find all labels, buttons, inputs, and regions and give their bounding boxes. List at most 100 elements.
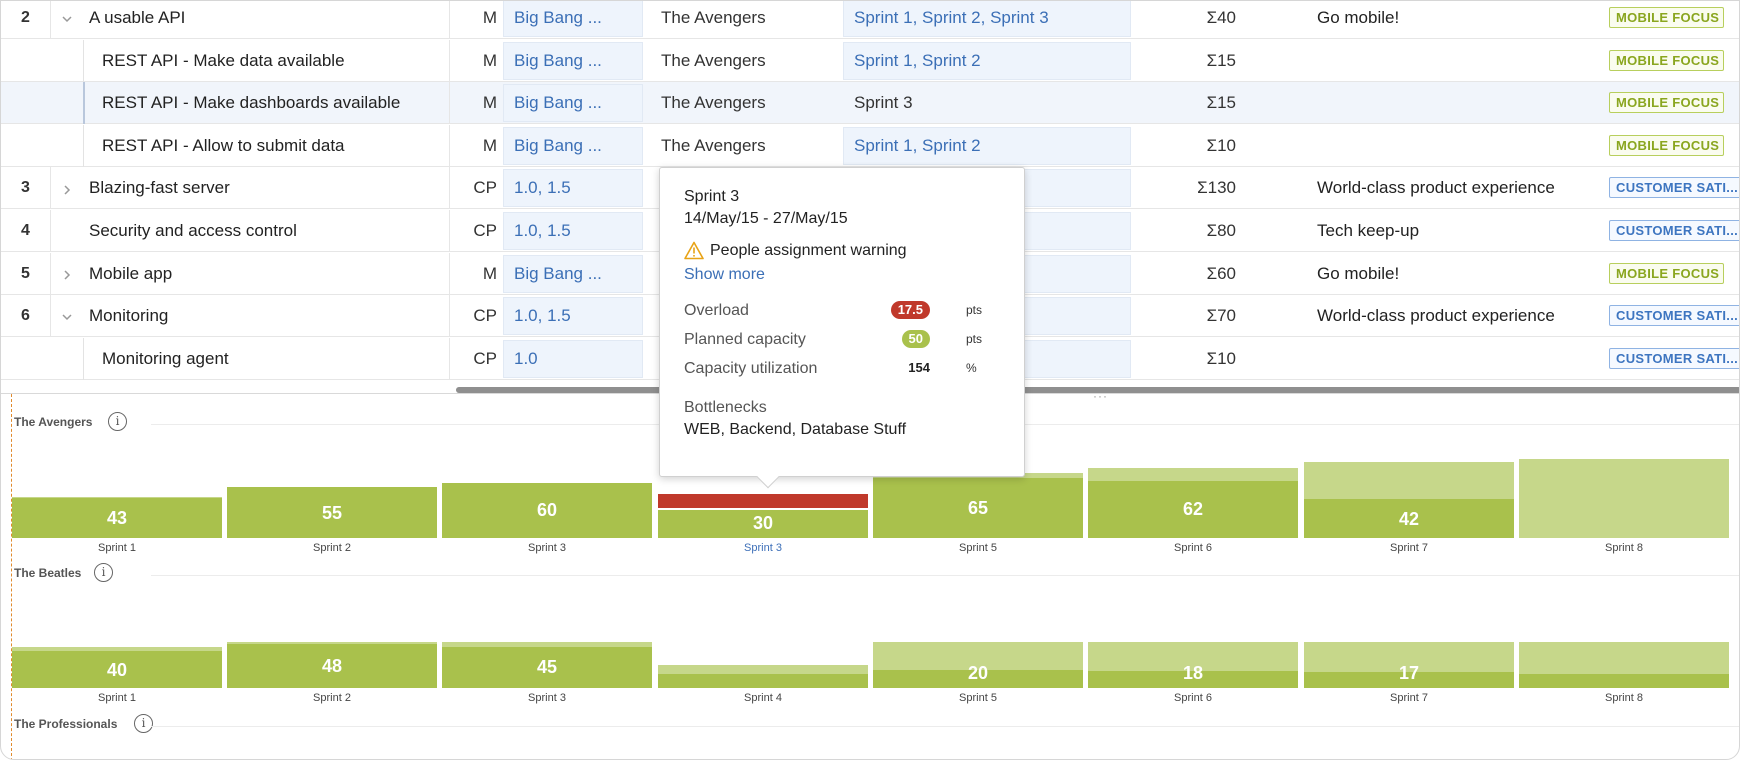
sprint-capacity-bar[interactable]: 48 [227, 642, 437, 688]
row-release[interactable]: 1.0, 1.5 [503, 212, 643, 250]
row-size[interactable]: M [449, 82, 501, 125]
sprint-capacity-bar[interactable]: 62 [1088, 468, 1298, 538]
sprint-label[interactable]: Sprint 8 [1605, 542, 1643, 554]
row-theme[interactable]: Go mobile! [1317, 8, 1400, 27]
row-sprints[interactable]: Sprint 3 [854, 93, 913, 113]
row-title[interactable]: A usable API [89, 8, 186, 27]
row-release[interactable]: 1.0, 1.5 [503, 169, 643, 208]
chevron-right-icon[interactable] [57, 167, 77, 209]
sprint-capacity-bar[interactable]: 60 [442, 482, 652, 538]
sprint-capacity-bar[interactable]: 17 [1304, 642, 1514, 688]
row-title[interactable]: Security and access control [89, 221, 297, 240]
row-label-badge[interactable]: MOBILE FOCUS [1609, 134, 1724, 156]
sprint-capacity-bar[interactable]: 30 [658, 494, 868, 538]
sprint-label[interactable]: Sprint 7 [1390, 692, 1428, 704]
sprint-capacity-bar[interactable]: 40 [12, 646, 222, 688]
sprint-capacity-bar[interactable]: 55 [227, 487, 437, 538]
row-size[interactable]: CP [449, 337, 501, 380]
horizontal-scrollbar[interactable] [456, 387, 1739, 393]
sprint-capacity-bar[interactable] [658, 665, 868, 688]
sprint-label[interactable]: Sprint 6 [1174, 692, 1212, 704]
row-release[interactable]: Big Bang ... [503, 126, 643, 165]
row-team[interactable]: The Avengers [661, 93, 766, 113]
sprint-capacity-bar[interactable]: 20 [873, 642, 1083, 688]
row-label-badge[interactable]: MOBILE FOCUS [1609, 49, 1724, 71]
row-title[interactable]: REST API - Make data available [102, 50, 345, 70]
row-release[interactable]: Big Bang ... [503, 1, 643, 37]
row-size[interactable]: CP [449, 210, 501, 252]
sprint-label[interactable]: Sprint 5 [959, 542, 997, 554]
row-title[interactable]: REST API - Allow to submit data [102, 135, 345, 155]
row-team[interactable]: The Avengers [661, 135, 766, 155]
sprint-capacity-bar[interactable]: 42 [1304, 461, 1514, 538]
row-sprints[interactable]: Sprint 1, Sprint 2 [843, 41, 1131, 80]
row-size[interactable]: CP [449, 167, 501, 210]
sprint-capacity-bar[interactable]: 45 [442, 642, 652, 688]
row-label-badge[interactable]: CUSTOMER SATI... [1609, 220, 1739, 241]
sprint-label[interactable]: Sprint 2 [313, 692, 351, 704]
row-size[interactable]: CP [449, 295, 501, 338]
sprint-capacity-bar[interactable] [1519, 642, 1729, 688]
row-label-badge[interactable]: CUSTOMER SATI... [1609, 347, 1739, 369]
row-size[interactable]: M [449, 39, 501, 82]
sprint-capacity-bar[interactable] [1519, 458, 1729, 538]
row-title[interactable]: Monitoring [89, 306, 169, 326]
chevron-down-icon[interactable] [57, 1, 77, 39]
info-icon[interactable]: i [108, 412, 127, 431]
sprint-label[interactable]: Sprint 8 [1605, 692, 1643, 704]
row-title[interactable]: REST API - Make dashboards available [102, 93, 401, 113]
row-label-badge[interactable]: MOBILE FOCUS [1609, 262, 1724, 284]
assigned-points-label: 43 [106, 508, 128, 529]
row-theme[interactable]: World-class product experience [1317, 178, 1555, 198]
table-row[interactable]: REST API - Make dashboards available M Big… [1, 82, 1739, 125]
info-icon[interactable]: i [134, 714, 153, 733]
resize-grip[interactable]: ··· [1093, 389, 1108, 403]
chevron-down-icon[interactable] [57, 295, 77, 337]
row-release[interactable]: Big Bang ... [503, 84, 643, 123]
row-theme[interactable]: Go mobile! [1317, 263, 1400, 283]
row-story-points: Σ15 [1206, 93, 1236, 113]
sprint-capacity-bar[interactable]: 43 [12, 496, 222, 538]
sprint-label[interactable]: Sprint 4 [744, 692, 782, 704]
sprint-label[interactable]: Sprint 2 [313, 542, 351, 554]
row-rank [1, 338, 51, 380]
table-row[interactable]: REST API - Make data available M Big Bang … [1, 39, 1739, 82]
sprint-label[interactable]: Sprint 3 [744, 542, 782, 554]
sprint-label[interactable]: Sprint 3 [528, 542, 566, 554]
row-release[interactable]: 1.0 [503, 339, 643, 378]
sprint-capacity-bar[interactable]: 18 [1088, 642, 1298, 688]
row-size[interactable]: M [449, 124, 501, 167]
row-team[interactable]: The Avengers [661, 50, 766, 70]
row-label-badge[interactable]: MOBILE FOCUS [1609, 92, 1724, 114]
show-more-link[interactable]: Show more [684, 266, 765, 283]
row-theme[interactable]: Tech keep-up [1317, 221, 1420, 240]
row-title[interactable]: Monitoring agent [102, 348, 229, 368]
chevron-right-icon[interactable] [57, 253, 77, 295]
sprint-label[interactable]: Sprint 1 [98, 542, 136, 554]
row-label-badge[interactable]: CUSTOMER SATI... [1609, 177, 1739, 199]
sprint-label[interactable]: Sprint 1 [98, 692, 136, 704]
row-sprints[interactable]: Sprint 1, Sprint 2 [843, 126, 1131, 165]
table-row[interactable]: REST API - Allow to submit data M Big Bang… [1, 124, 1739, 167]
sprint-label[interactable]: Sprint 6 [1174, 542, 1212, 554]
sprint-label[interactable]: Sprint 7 [1390, 542, 1428, 554]
sprint-capacity-bar[interactable]: 65 [873, 472, 1083, 538]
table-row[interactable]: 2 A usable API M Big Bang ... The Avengers Sp… [1, 1, 1739, 39]
row-team[interactable]: The Avengers [661, 8, 766, 27]
row-size[interactable]: M [449, 252, 501, 295]
row-label-badge[interactable]: CUSTOMER SATI... [1609, 305, 1739, 327]
row-label-badge[interactable]: MOBILE FOCUS [1609, 7, 1724, 28]
info-icon[interactable]: i [94, 563, 113, 582]
row-title[interactable]: Mobile app [89, 263, 173, 283]
row-release[interactable]: Big Bang ... [503, 41, 643, 80]
metric-label: Capacity utilization [684, 360, 818, 377]
row-sprints[interactable]: Sprint 1, Sprint 2, Sprint 3 [843, 1, 1131, 37]
row-release[interactable]: Big Bang ... [503, 254, 643, 293]
sprint-label[interactable]: Sprint 3 [528, 692, 566, 704]
row-size[interactable]: M [449, 1, 501, 39]
row-title[interactable]: Blazing-fast server [89, 178, 230, 198]
scrollbar-thumb[interactable] [456, 387, 1739, 393]
row-release[interactable]: 1.0, 1.5 [503, 297, 643, 336]
row-theme[interactable]: World-class product experience [1317, 306, 1555, 326]
sprint-label[interactable]: Sprint 5 [959, 692, 997, 704]
